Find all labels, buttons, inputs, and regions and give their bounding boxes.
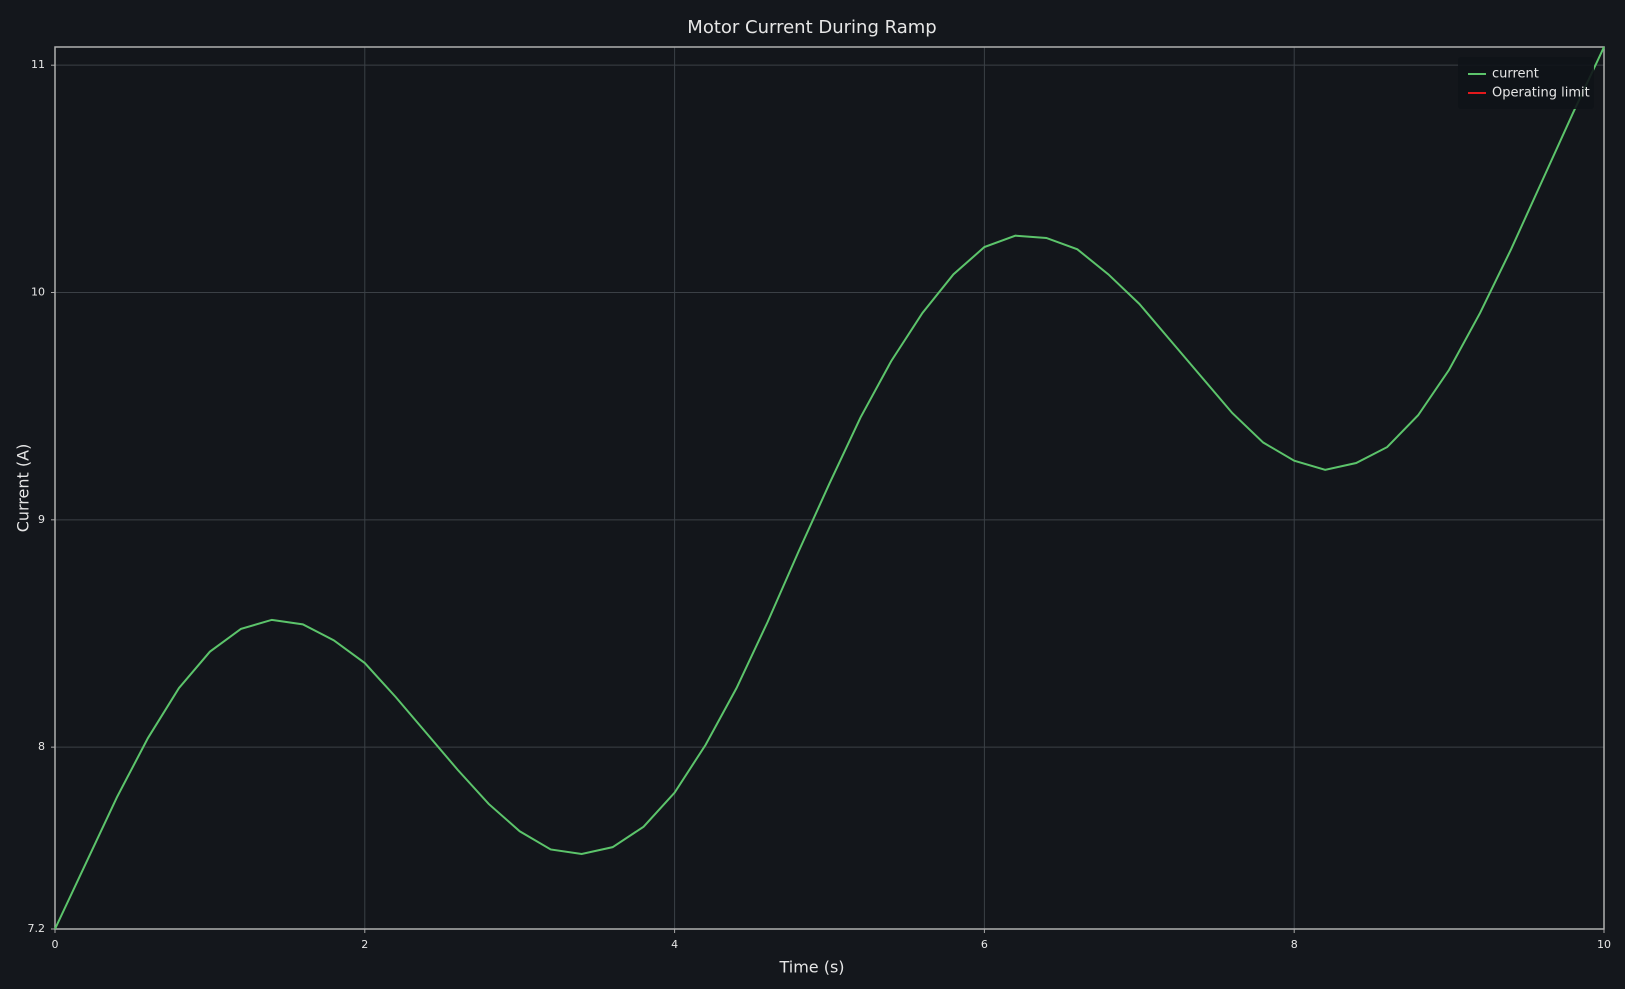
x-tick-label: 4 (671, 938, 678, 951)
y-tick-label: 7.2 (28, 922, 46, 935)
x-tick-label: 10 (1597, 938, 1611, 951)
plot-frame (54, 46, 1605, 930)
y-tick-label: 10 (31, 286, 45, 299)
y-tick-label: 11 (31, 58, 45, 71)
y-tick-label: 8 (38, 740, 45, 753)
legend-box (1458, 57, 1594, 109)
x-tick-label: 8 (1291, 938, 1298, 951)
x-tick-label: 6 (981, 938, 988, 951)
x-axis-label: Time (s) (778, 958, 844, 977)
line (54, 46, 1605, 930)
plot-area (55, 47, 1604, 929)
chart-title: Motor Current During Ramp (687, 17, 936, 38)
y-axis-label: Current (A) (14, 444, 33, 533)
x-tick-label: 0 (52, 938, 59, 951)
x-tick-label: 2 (361, 938, 368, 951)
y-tick-label: 9 (38, 513, 45, 526)
legend-label: current (1492, 67, 1539, 82)
legend-label: Operating limit (1492, 86, 1590, 101)
